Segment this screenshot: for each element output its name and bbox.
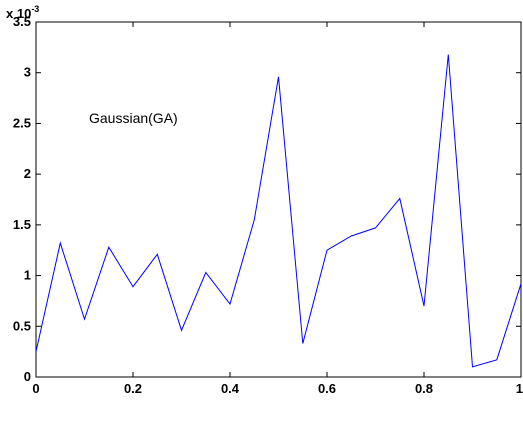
series-line xyxy=(35,54,522,368)
x-tick-label: 0.6 xyxy=(318,381,336,396)
x-axis: 0 0.2 0.4 0.6 0.8 1 xyxy=(32,22,523,396)
x-tick-label: 0.8 xyxy=(415,381,433,396)
y-tick-label: 2.5 xyxy=(13,115,31,130)
x-tick-label: 0.4 xyxy=(221,381,240,396)
y-axis-multiplier-base: x 10 xyxy=(6,6,31,21)
series-layer xyxy=(35,54,522,368)
y-tick-label: 1 xyxy=(24,268,31,283)
x-tick-label: 0 xyxy=(32,381,39,396)
y-axis-multiplier: x 10-3 xyxy=(6,4,39,21)
y-tick-label: 0 xyxy=(24,369,31,384)
chart-annotation: Gaussian(GA) xyxy=(89,110,178,126)
y-tick-label: 0.5 xyxy=(13,318,31,333)
y-axis: 0 0.5 1 1.5 2 2.5 3 3.5 xyxy=(13,14,521,384)
x-tick-label: 1 xyxy=(516,381,523,396)
y-axis-multiplier-exponent: -3 xyxy=(31,4,39,14)
y-tick-label: 1.5 xyxy=(13,217,31,232)
y-tick-label: 2 xyxy=(24,166,31,181)
x-tick-label: 0.2 xyxy=(124,381,142,396)
y-tick-label: 3 xyxy=(24,65,31,80)
y-tick-label: 3.5 xyxy=(13,14,31,29)
plot-frame xyxy=(35,21,522,378)
